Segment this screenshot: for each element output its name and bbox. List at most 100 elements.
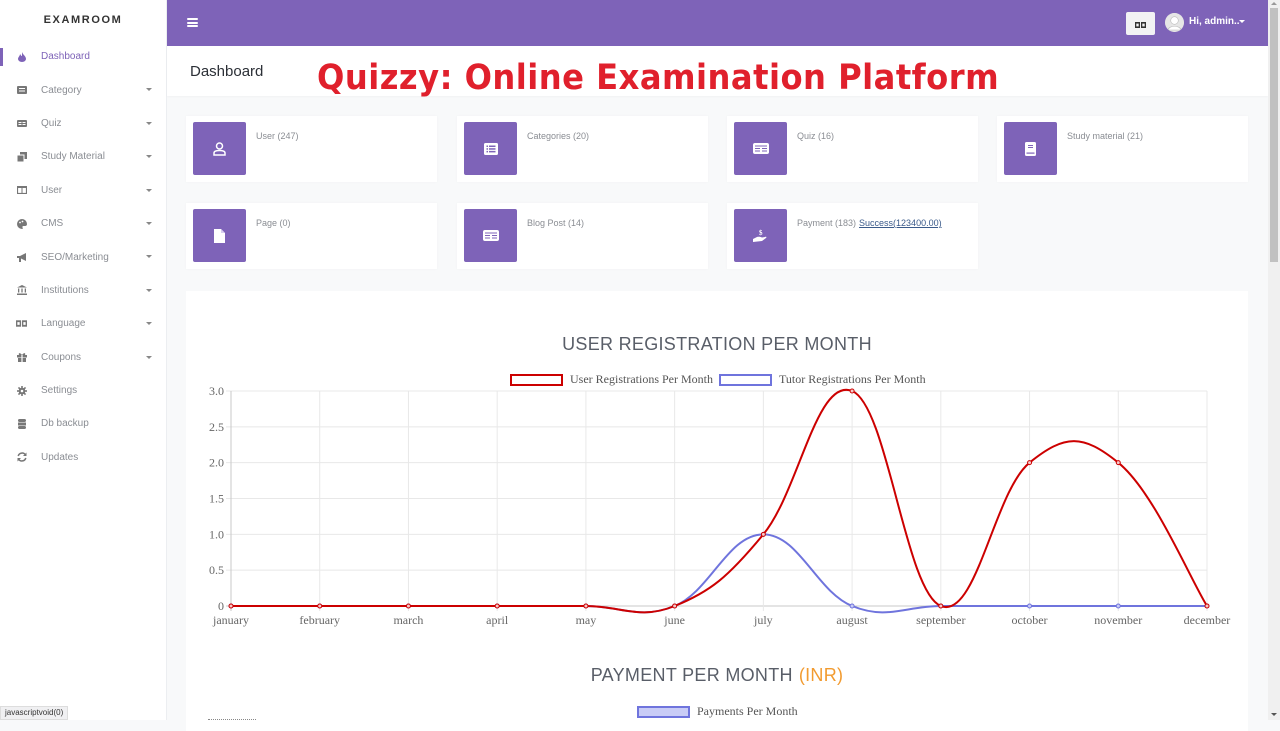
sidebar-item-label: Db backup	[41, 418, 89, 430]
svg-text:1.0: 1.0	[209, 527, 224, 541]
stat-label: Page (0)	[256, 218, 291, 228]
sidebar-item-quiz[interactable]: Quiz	[0, 107, 166, 140]
scroll-down-arrow-icon[interactable]	[1271, 713, 1277, 716]
chevron-down-icon	[146, 255, 152, 259]
chevron-down-icon	[146, 355, 152, 359]
svg-text:september: september	[916, 613, 965, 627]
chevron-down-icon	[146, 288, 152, 292]
svg-text:october: october	[1012, 613, 1048, 627]
sidebar-item-label: Settings	[41, 385, 78, 397]
columns-icon	[16, 185, 27, 196]
sidebar-item-label: Dashboard	[41, 51, 90, 63]
newspaper-icon	[464, 209, 517, 262]
svg-text:april: april	[486, 613, 509, 627]
svg-text:0.5: 0.5	[209, 563, 224, 577]
sidebar-item-seo-marketing[interactable]: SEO/Marketing	[0, 240, 166, 273]
sidebar-item-label: Language	[41, 318, 86, 330]
palette-icon	[16, 218, 27, 229]
university-icon	[16, 285, 27, 296]
stat-label: User (247)	[256, 131, 299, 141]
sidebar-item-language[interactable]: Language	[0, 307, 166, 340]
stat-label: Payment (183) Success(123400.00)	[797, 218, 942, 228]
sidebar-item-updates[interactable]: Updates	[0, 441, 166, 474]
sidebar-item-label: Updates	[41, 451, 79, 463]
payment-success-link[interactable]: Success(123400.00)	[859, 218, 942, 228]
stat-card-categories[interactable]: Categories (20)	[457, 116, 708, 182]
chevron-down-icon	[146, 88, 152, 92]
list-alt-icon	[16, 85, 27, 96]
list-icon	[464, 122, 517, 175]
page-scrollbar[interactable]	[1268, 0, 1280, 720]
hand-holding-usd-icon: $	[734, 209, 787, 262]
legend-label: Tutor Registrations Per Month	[779, 372, 926, 386]
sidebar-item-label: Study Material	[41, 151, 105, 163]
brand-logo[interactable]: EXAMROOM	[43, 14, 123, 26]
legend-user-registrations[interactable]: User Registrations Per Month	[510, 372, 713, 387]
top-navbar: Hi, admin..	[167, 0, 1268, 46]
sidebar-item-cms[interactable]: CMS	[0, 207, 166, 240]
language-button[interactable]	[1126, 12, 1155, 35]
svg-text:june: june	[663, 613, 685, 627]
stat-card-user[interactable]: User (247)	[186, 116, 437, 182]
page-header: Dashboard	[167, 46, 1268, 96]
svg-text:$: $	[759, 229, 763, 237]
newspaper-icon	[734, 122, 787, 175]
registration-line-chart: 0 0.5 1.0 1.5 2.0 2.5 3.0 january february march a…	[209, 384, 1230, 627]
legend-swatch	[637, 705, 690, 718]
sidebar-item-label: CMS	[41, 218, 64, 230]
svg-text:february: february	[299, 613, 340, 627]
file-icon	[193, 209, 246, 262]
stat-card-quiz[interactable]: Quiz (16)	[727, 116, 978, 182]
svg-text:march: march	[393, 613, 423, 627]
user-menu-toggle[interactable]: Hi, admin..	[1189, 16, 1240, 27]
currency-label: (INR)	[798, 665, 844, 685]
sidebar-item-db-backup[interactable]: Db backup	[0, 407, 166, 440]
stat-label: Blog Post (14)	[527, 218, 585, 228]
sidebar-item-label: Category	[41, 84, 82, 96]
sidebar-item-label: Quiz	[41, 117, 62, 129]
chevron-down-icon	[146, 155, 152, 159]
svg-text:0: 0	[218, 599, 224, 613]
svg-text:3.0: 3.0	[209, 384, 224, 398]
book-icon	[1004, 122, 1057, 175]
svg-text:august: august	[836, 613, 868, 627]
page-title: Dashboard	[190, 63, 264, 80]
chevron-down-icon	[1239, 20, 1245, 23]
avatar[interactable]	[1165, 13, 1184, 32]
svg-text:1.5: 1.5	[209, 492, 224, 506]
sidebar-item-label: Institutions	[41, 284, 89, 296]
chevron-down-icon	[146, 121, 152, 125]
scroll-up-arrow-icon[interactable]	[1271, 2, 1277, 5]
scrollbar-thumb[interactable]	[1270, 8, 1278, 262]
svg-text:may: may	[576, 613, 597, 627]
stat-card-page[interactable]: Page (0)	[186, 203, 437, 269]
legend-tutor-registrations[interactable]: Tutor Registrations Per Month	[719, 372, 926, 387]
chevron-down-icon	[146, 188, 152, 192]
payment-chart-title: PAYMENT PER MONTH (INR)	[590, 665, 844, 685]
legend-payments[interactable]: Payments Per Month	[637, 704, 798, 719]
gear-icon	[16, 385, 27, 396]
hamburger-icon[interactable]	[187, 18, 198, 27]
stat-card-study-material[interactable]: Study material (21)	[997, 116, 1248, 182]
stat-card-blog-post[interactable]: Blog Post (14)	[457, 203, 708, 269]
sidebar-item-settings[interactable]: Settings	[0, 374, 166, 407]
svg-text:2.5: 2.5	[209, 420, 224, 434]
stat-card-payment[interactable]: $ Payment (183) Success(123400.00)	[727, 203, 978, 269]
legend-label: Payments Per Month	[697, 704, 798, 718]
sync-icon	[16, 452, 27, 463]
sidebar-item-category[interactable]: Category	[0, 73, 166, 106]
sidebar-item-dashboard[interactable]: Dashboard	[0, 40, 166, 73]
newspaper-icon	[16, 118, 27, 129]
sidebar-item-study-material[interactable]: Study Material	[0, 140, 166, 173]
fire-icon	[16, 51, 27, 62]
sidebar-item-label: Coupons	[41, 351, 82, 363]
chevron-down-icon	[146, 322, 152, 326]
sidebar-item-user[interactable]: User	[0, 174, 166, 207]
sidebar-item-institutions[interactable]: Institutions	[0, 274, 166, 307]
sidebar-item-coupons[interactable]: Coupons	[0, 341, 166, 374]
sidebar-item-label: User	[41, 184, 63, 196]
svg-text:january: january	[212, 613, 249, 627]
sidebar: EXAMROOM Dashboard Category Quiz Study M…	[0, 0, 167, 720]
stat-label: Quiz (16)	[797, 131, 835, 141]
stat-label: Categories (20)	[527, 131, 590, 141]
